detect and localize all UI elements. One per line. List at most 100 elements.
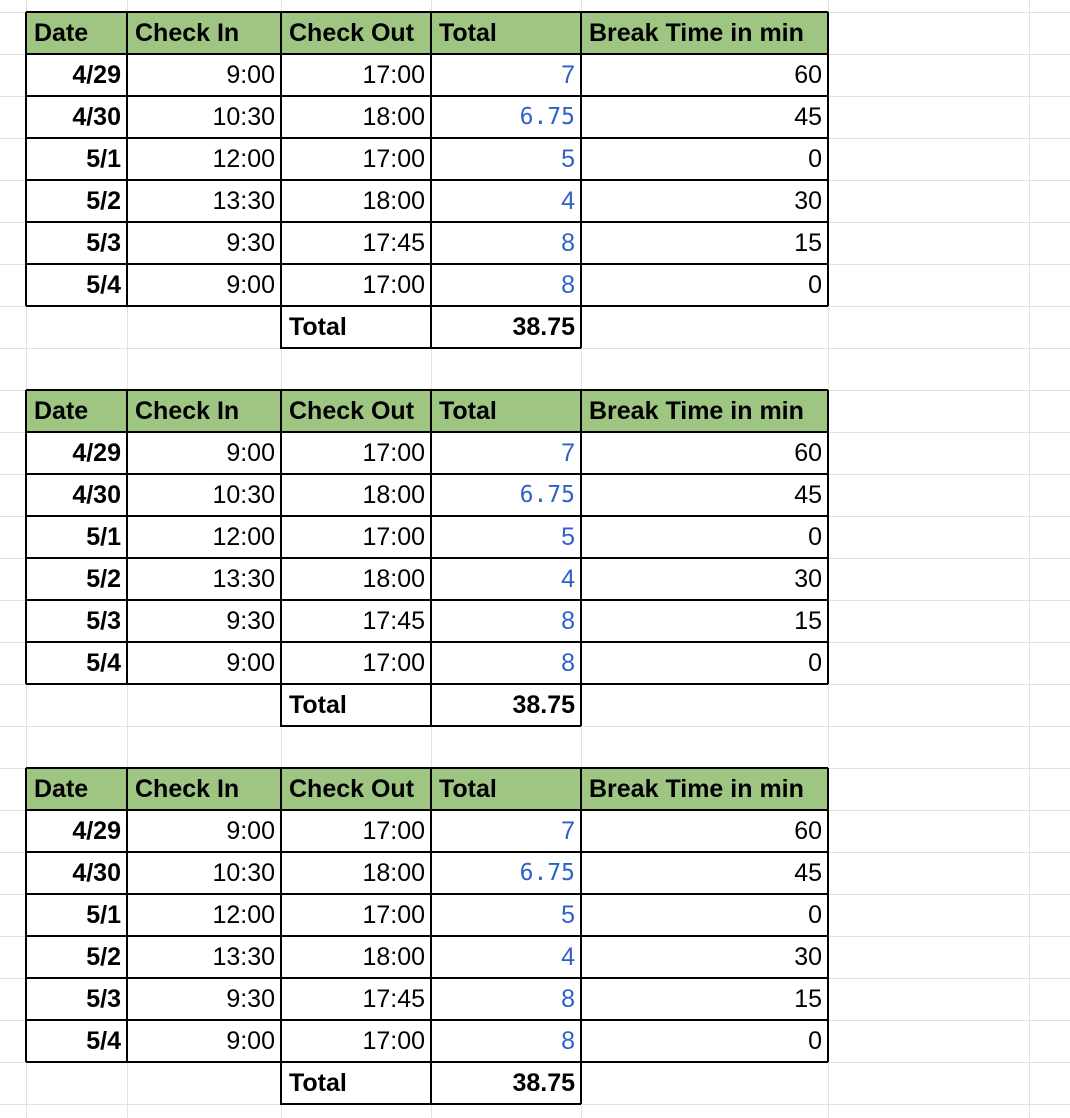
check-out-cell[interactable]: 18:00 [362, 480, 425, 509]
header-cell-break-time[interactable]: Break Time in min [581, 12, 828, 54]
header-cell-total[interactable]: Total [431, 390, 581, 432]
total-value-cell[interactable]: 38.75 [512, 690, 575, 719]
break-time-cell[interactable]: 0 [808, 648, 822, 677]
total-label-cell[interactable]: Total [289, 1068, 347, 1097]
check-in-cell[interactable]: 9:00 [226, 648, 275, 677]
total-cell[interactable]: 8 [561, 984, 575, 1013]
total-cell[interactable]: 5 [561, 522, 575, 551]
check-out-cell[interactable]: 17:00 [362, 900, 425, 929]
check-in-cell[interactable]: 12:00 [212, 900, 275, 929]
check-out-cell[interactable]: 17:00 [362, 522, 425, 551]
break-time-cell[interactable]: 0 [808, 522, 822, 551]
total-cell[interactable]: 4 [561, 564, 575, 593]
header-cell-total[interactable]: Total [431, 768, 581, 810]
total-cell[interactable]: 5 [561, 900, 575, 929]
total-cell[interactable]: 8 [561, 648, 575, 677]
header-cell-break-time[interactable]: Break Time in min [581, 768, 828, 810]
check-out-cell[interactable]: 17:45 [362, 228, 425, 257]
header-cell-date[interactable]: Date [26, 768, 127, 810]
date-cell[interactable]: 5/2 [86, 564, 121, 593]
date-cell[interactable]: 5/3 [86, 984, 121, 1013]
check-out-cell[interactable]: 18:00 [362, 186, 425, 215]
break-time-cell[interactable]: 0 [808, 900, 822, 929]
break-time-cell[interactable]: 0 [808, 270, 822, 299]
check-out-cell[interactable]: 17:00 [362, 270, 425, 299]
date-cell[interactable]: 5/1 [86, 522, 121, 551]
break-time-cell[interactable]: 60 [794, 438, 822, 467]
total-cell[interactable]: 6.75 [519, 104, 575, 130]
total-cell[interactable]: 5 [561, 144, 575, 173]
check-in-cell[interactable]: 13:30 [212, 186, 275, 215]
date-cell[interactable]: 5/3 [86, 228, 121, 257]
check-out-cell[interactable]: 18:00 [362, 942, 425, 971]
date-cell[interactable]: 4/30 [72, 480, 121, 509]
check-in-cell[interactable]: 10:30 [212, 102, 275, 131]
header-cell-check-in[interactable]: Check In [127, 768, 281, 810]
break-time-cell[interactable]: 30 [794, 564, 822, 593]
header-cell-check-out[interactable]: Check Out [281, 390, 431, 432]
header-cell-check-out[interactable]: Check Out [281, 768, 431, 810]
check-in-cell[interactable]: 9:00 [226, 270, 275, 299]
check-out-cell[interactable]: 17:00 [362, 144, 425, 173]
date-cell[interactable]: 5/3 [86, 606, 121, 635]
total-cell[interactable]: 7 [561, 438, 575, 467]
check-in-cell[interactable]: 10:30 [212, 480, 275, 509]
header-cell-total[interactable]: Total [431, 12, 581, 54]
check-out-cell[interactable]: 17:00 [362, 60, 425, 89]
header-cell-check-out[interactable]: Check Out [281, 12, 431, 54]
break-time-cell[interactable]: 0 [808, 144, 822, 173]
date-cell[interactable]: 4/30 [72, 102, 121, 131]
date-cell[interactable]: 5/2 [86, 942, 121, 971]
total-label-cell[interactable]: Total [289, 690, 347, 719]
break-time-cell[interactable]: 60 [794, 60, 822, 89]
total-cell[interactable]: 8 [561, 1026, 575, 1055]
date-cell[interactable]: 5/2 [86, 186, 121, 215]
header-cell-date[interactable]: Date [26, 12, 127, 54]
total-cell[interactable]: 7 [561, 816, 575, 845]
check-in-cell[interactable]: 9:00 [226, 816, 275, 845]
check-in-cell[interactable]: 9:00 [226, 1026, 275, 1055]
total-cell[interactable]: 4 [561, 942, 575, 971]
check-out-cell[interactable]: 17:00 [362, 816, 425, 845]
check-in-cell[interactable]: 9:30 [226, 228, 275, 257]
total-cell[interactable]: 4 [561, 186, 575, 215]
header-cell-break-time[interactable]: Break Time in min [581, 390, 828, 432]
break-time-cell[interactable]: 30 [794, 186, 822, 215]
date-cell[interactable]: 4/29 [72, 60, 121, 89]
date-cell[interactable]: 4/29 [72, 438, 121, 467]
date-cell[interactable]: 5/4 [86, 648, 121, 677]
date-cell[interactable]: 4/29 [72, 816, 121, 845]
check-in-cell[interactable]: 9:00 [226, 438, 275, 467]
check-out-cell[interactable]: 18:00 [362, 564, 425, 593]
break-time-cell[interactable]: 45 [794, 102, 822, 131]
check-in-cell[interactable]: 12:00 [212, 144, 275, 173]
date-cell[interactable]: 5/1 [86, 144, 121, 173]
check-in-cell[interactable]: 10:30 [212, 858, 275, 887]
date-cell[interactable]: 5/4 [86, 270, 121, 299]
break-time-cell[interactable]: 45 [794, 858, 822, 887]
check-out-cell[interactable]: 17:00 [362, 1026, 425, 1055]
check-out-cell[interactable]: 18:00 [362, 858, 425, 887]
break-time-cell[interactable]: 0 [808, 1026, 822, 1055]
break-time-cell[interactable]: 15 [794, 606, 822, 635]
check-out-cell[interactable]: 17:45 [362, 984, 425, 1013]
break-time-cell[interactable]: 60 [794, 816, 822, 845]
check-in-cell[interactable]: 9:30 [226, 984, 275, 1013]
date-cell[interactable]: 4/30 [72, 858, 121, 887]
header-cell-check-in[interactable]: Check In [127, 12, 281, 54]
break-time-cell[interactable]: 15 [794, 228, 822, 257]
total-cell[interactable]: 6.75 [519, 482, 575, 508]
total-value-cell[interactable]: 38.75 [512, 312, 575, 341]
total-cell[interactable]: 8 [561, 270, 575, 299]
header-cell-check-in[interactable]: Check In [127, 390, 281, 432]
total-label-cell[interactable]: Total [289, 312, 347, 341]
check-in-cell[interactable]: 12:00 [212, 522, 275, 551]
total-cell[interactable]: 8 [561, 228, 575, 257]
check-out-cell[interactable]: 17:45 [362, 606, 425, 635]
header-cell-date[interactable]: Date [26, 390, 127, 432]
total-value-cell[interactable]: 38.75 [512, 1068, 575, 1097]
break-time-cell[interactable]: 45 [794, 480, 822, 509]
check-in-cell[interactable]: 13:30 [212, 942, 275, 971]
break-time-cell[interactable]: 15 [794, 984, 822, 1013]
